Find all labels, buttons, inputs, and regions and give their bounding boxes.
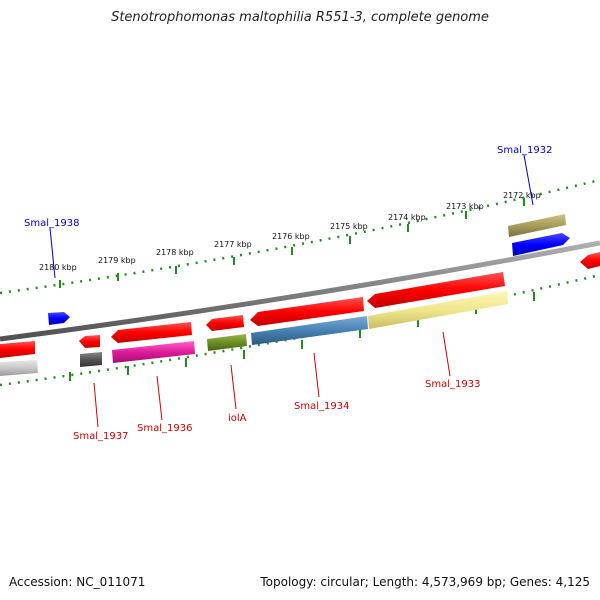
kbp-label-2177: 2177 kbp xyxy=(214,240,252,249)
gene-label-smal-1934[interactable]: Smal_1934 xyxy=(294,401,349,412)
kbp-label-2180: 2180 kbp xyxy=(39,263,77,272)
cds-smal-1937[interactable] xyxy=(79,335,100,348)
gene-label-smal-1933[interactable]: Smal_1933 xyxy=(425,379,480,390)
accession-text: Accession: NC_011071 xyxy=(9,575,146,589)
cds-smal-1932-cog[interactable] xyxy=(508,214,566,237)
kbp-label-2173: 2173 kbp xyxy=(446,202,484,211)
gene-label-smal-1932[interactable]: Smal_1932 xyxy=(497,145,552,156)
kbp-label-2178: 2178 kbp xyxy=(156,248,194,257)
topology-text: Topology: circular; Length: 4,573,969 bp… xyxy=(260,575,590,589)
map-title: Stenotrophomonas maltophilia R551-3, com… xyxy=(111,10,489,25)
cog-bar-smal-1934 xyxy=(251,316,368,345)
kbp-label-2174: 2174 kbp xyxy=(388,213,426,222)
gene-label-smal-1936[interactable]: Smal_1936 xyxy=(137,423,192,434)
gene-label-iolA[interactable]: iolA xyxy=(228,413,247,424)
cog-bar-iolA xyxy=(207,334,247,351)
cds-smal-1938[interactable] xyxy=(48,312,70,325)
cds-smal-1936[interactable] xyxy=(111,322,192,343)
cds-smal-1934[interactable] xyxy=(250,297,364,326)
gene-label-smal-1938[interactable]: Smal_1938 xyxy=(24,218,79,229)
gene-label-smal-1937[interactable]: Smal_1937 xyxy=(73,431,128,442)
cog-bar-smal-1937 xyxy=(80,352,102,367)
kbp-label-2179: 2179 kbp xyxy=(98,256,136,265)
cds-smal-1932[interactable] xyxy=(512,233,570,256)
leader-lines xyxy=(49,154,534,428)
cds-right-edge[interactable] xyxy=(580,252,600,269)
kbp-label-2176: 2176 kbp xyxy=(272,232,310,241)
cog-bar-smal-1933 xyxy=(368,291,508,329)
genome-backbone xyxy=(0,240,600,342)
cog-bar-smal-1936 xyxy=(112,341,195,363)
outer-major-ticks xyxy=(59,198,525,288)
kbp-label-2175: 2175 kbp xyxy=(330,222,368,231)
cds-iolA[interactable] xyxy=(206,315,244,331)
kbp-label-2172: 2172 kbp xyxy=(503,191,541,200)
cds-smal-1933[interactable] xyxy=(367,272,505,308)
cds-left-edge[interactable] xyxy=(0,341,35,358)
cog-bar-left-edge xyxy=(0,360,38,376)
